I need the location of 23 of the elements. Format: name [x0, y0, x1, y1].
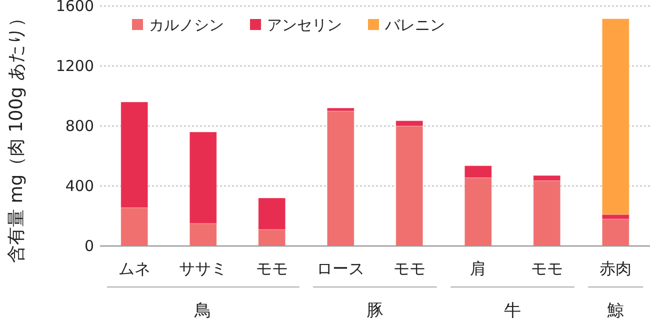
y-tick-label: 0 — [84, 237, 94, 255]
text: 豚 — [366, 301, 384, 321]
y-tick-label: 1600 — [56, 0, 94, 15]
x-tick-label: モモ — [256, 259, 288, 278]
y-tick-label: 800 — [65, 117, 94, 135]
x-tick-label: ムネ — [118, 259, 150, 278]
legend-label: カルノシン — [149, 16, 224, 34]
text: 鯨 — [607, 301, 624, 321]
bar — [326, 110, 354, 246]
text: 牛 — [504, 301, 521, 321]
x-tick-label: 肩 — [470, 259, 486, 278]
y-axis-title: 含有量 mg（肉 100g あたり） — [6, 9, 27, 263]
bar — [602, 218, 630, 246]
x-tick-label: 赤肉 — [600, 259, 632, 278]
x-tick-label: モモ — [393, 259, 426, 278]
x-tick-label: モモ — [530, 259, 563, 278]
x-tick-label: ロース — [316, 259, 365, 278]
legend-label: アンセリン — [267, 16, 342, 34]
legend-label: バレニン — [384, 16, 445, 34]
y-tick-label: 400 — [65, 177, 94, 195]
y-tick-label: 1200 — [56, 57, 94, 75]
text: 鳥 — [194, 301, 212, 321]
x-tick-label: ササミ — [179, 259, 228, 278]
